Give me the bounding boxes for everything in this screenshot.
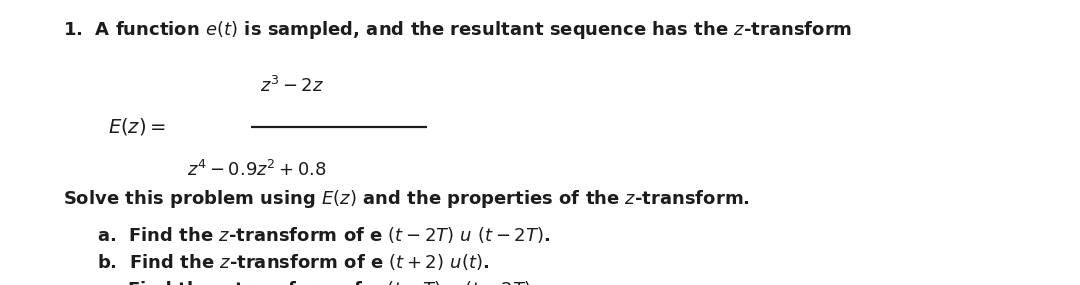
Text: a.  Find the $z$-transform of e $(t - 2T)$ $u$ $(t - 2T)$.: a. Find the $z$-transform of e $(t - 2T)… [97,225,551,245]
Text: Solve this problem using $E(z)$ and the properties of the $z$-transform.: Solve this problem using $E(z)$ and the … [63,188,750,210]
Text: c.  Find the $z$-transform of e $(t - T)$ $u$ $(t - 2T)$.: c. Find the $z$-transform of e $(t - T)$… [97,279,538,285]
Text: 1.  A function $e(t)$ is sampled, and the resultant sequence has the $z$-transfo: 1. A function $e(t)$ is sampled, and the… [63,19,852,40]
Text: $z^4 - 0.9z^2 + 0.8$: $z^4 - 0.9z^2 + 0.8$ [188,160,326,180]
Text: b.  Find the $z$-transform of e $(t + 2)$ $u(t)$.: b. Find the $z$-transform of e $(t + 2)$… [97,252,489,272]
Text: $z^3 - 2z$: $z^3 - 2z$ [259,76,324,95]
Text: $E(z) =$: $E(z) =$ [108,116,166,137]
